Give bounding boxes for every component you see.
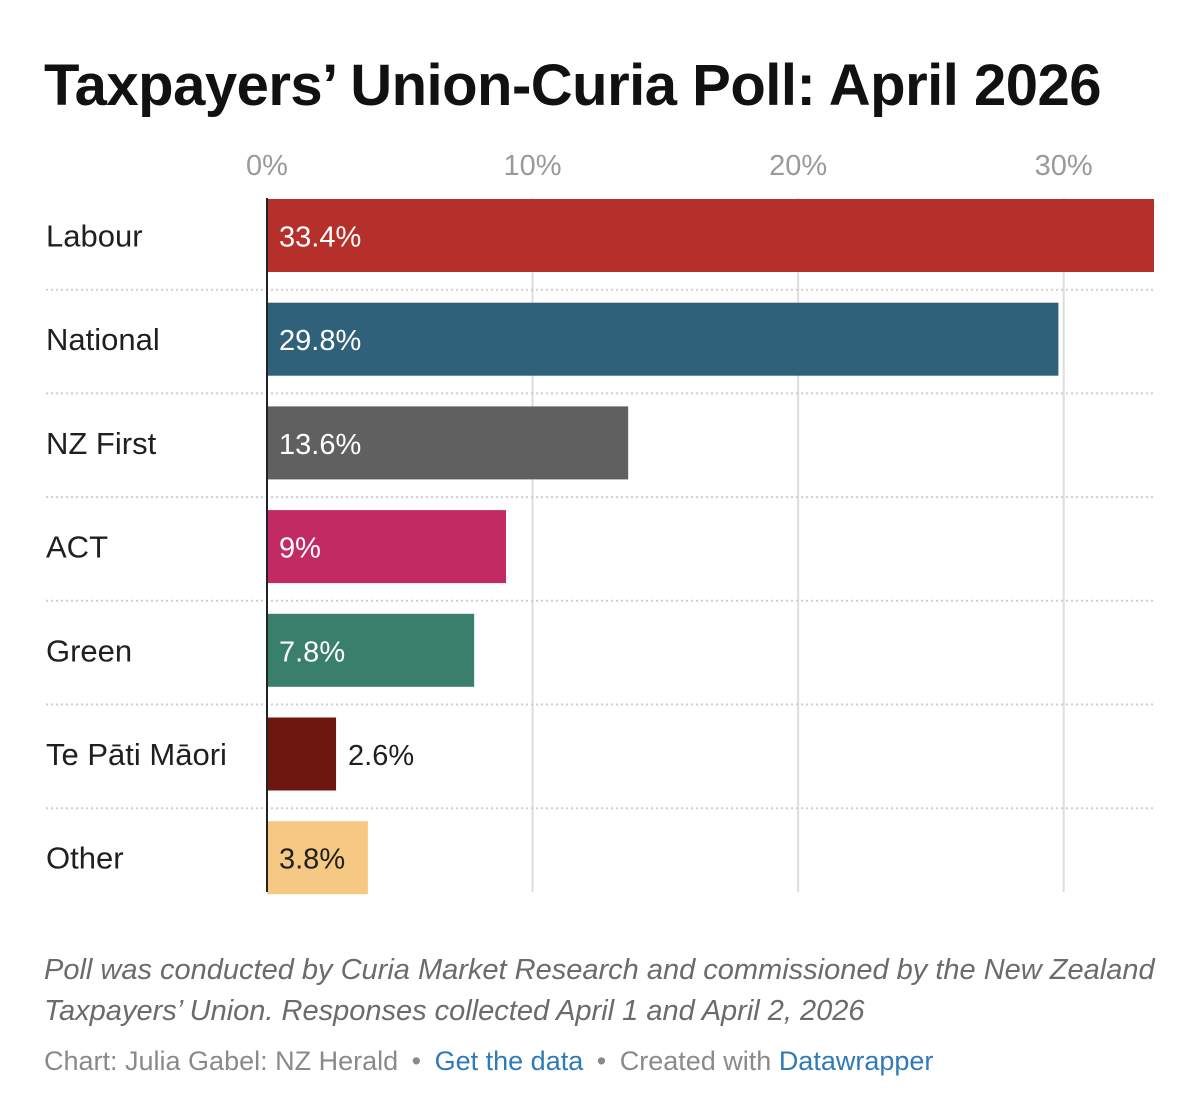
- category-label: NZ First: [46, 426, 157, 461]
- value-label: 33.4%: [279, 222, 361, 254]
- value-label: 9%: [279, 533, 321, 565]
- category-labels: Labour National NZ First ACT Green Te Pāti Mā…: [46, 219, 227, 876]
- bars: [267, 199, 1154, 895]
- credit-source: Chart: Julia Gabel: NZ Herald: [44, 1046, 399, 1076]
- chart-title: Taxpayers’ Union-Curia Poll: April 2026: [44, 53, 1102, 118]
- get-the-data-link[interactable]: Get the data: [434, 1046, 584, 1076]
- gridlines: [531, 198, 1065, 892]
- bar-chart: 0% 10% 20% 30% Labour National NZ First ACT Gre…: [46, 150, 1154, 895]
- chart-credit: Chart: Julia Gabel: NZ Herald • Get the …: [44, 1046, 933, 1077]
- credit-separator: •: [411, 1046, 422, 1076]
- value-labels: 33.4% 29.8% 13.6% 9% 7.8% 2.6% 3.8%: [279, 222, 414, 876]
- bar-green: [267, 613, 475, 687]
- datawrapper-link[interactable]: Datawrapper: [778, 1046, 934, 1076]
- bar-other: [267, 821, 368, 895]
- category-label: Other: [46, 841, 124, 876]
- x-tick-label: 20%: [769, 150, 827, 182]
- x-axis-ticks: 0% 10% 20% 30%: [246, 150, 1093, 182]
- category-label: Te Pāti Māori: [46, 737, 227, 772]
- value-label: 2.6%: [348, 740, 414, 772]
- credit-created-with: Created with: [619, 1046, 772, 1076]
- bar-nz-first: [267, 406, 629, 480]
- x-tick-label: 30%: [1035, 150, 1093, 182]
- x-tick-label: 10%: [504, 150, 562, 182]
- bar-labour: [267, 199, 1154, 272]
- bar-national: [267, 302, 1059, 376]
- category-label: Green: [46, 633, 132, 668]
- bar-act: [267, 510, 507, 584]
- value-label: 29.8%: [279, 325, 361, 357]
- value-label: 13.6%: [279, 429, 361, 461]
- category-label: ACT: [46, 530, 108, 565]
- value-label: 7.8%: [279, 636, 345, 668]
- category-label: Labour: [46, 219, 143, 254]
- bar-te-p-ti-m-ori: [267, 717, 337, 791]
- category-label: National: [46, 322, 160, 357]
- value-label: 3.8%: [279, 844, 345, 876]
- chart-notes: Poll was conducted by Curia Market Resea…: [44, 954, 1155, 1027]
- credit-separator: •: [596, 1046, 607, 1076]
- x-tick-label: 0%: [246, 150, 288, 182]
